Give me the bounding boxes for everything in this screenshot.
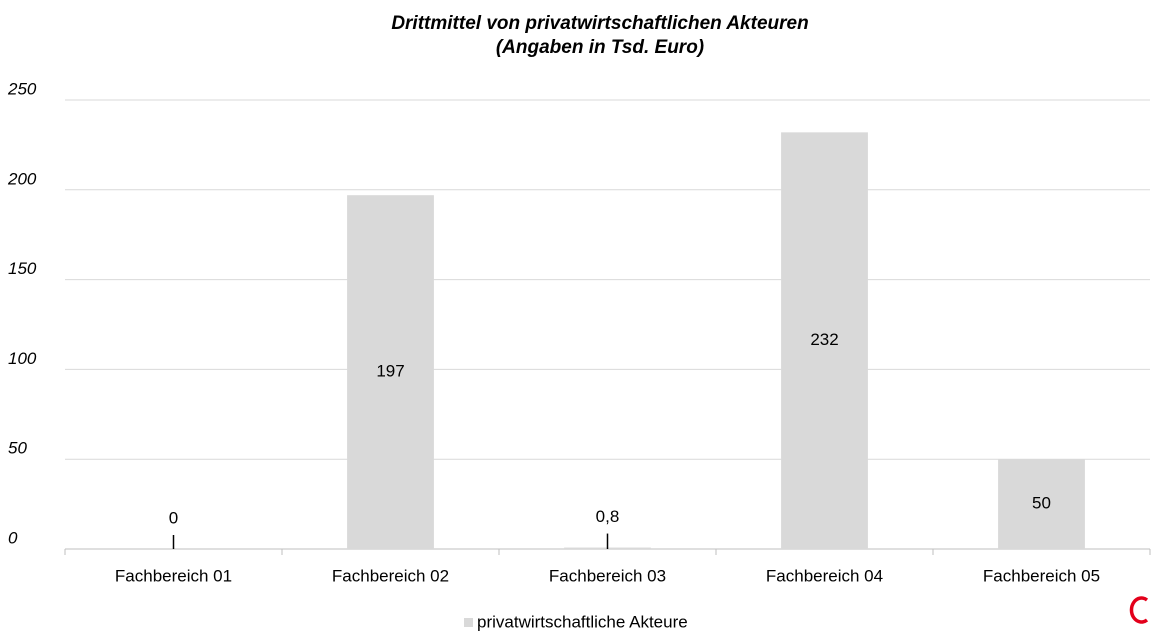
x-tick-label: Fachbereich 02 [332, 566, 449, 585]
data-label: 0 [169, 508, 178, 527]
bar [998, 459, 1085, 549]
x-tick-label: Fachbereich 04 [766, 566, 883, 585]
x-tick-label: Fachbereich 01 [115, 566, 232, 585]
x-tick-label: Fachbereich 05 [983, 566, 1100, 585]
logo [1129, 596, 1149, 624]
data-label: 197 [376, 362, 404, 381]
bar [781, 132, 868, 549]
y-tick-label: 200 [7, 169, 37, 188]
data-label: 50 [1032, 494, 1051, 513]
y-tick-label: 250 [7, 79, 37, 98]
chart-title: (Angaben in Tsd. Euro) [496, 37, 704, 58]
y-tick-label: 50 [8, 439, 27, 458]
y-tick-label: 150 [8, 259, 37, 278]
legend-marker [464, 618, 473, 627]
data-label: 0,8 [596, 507, 620, 526]
data-label: 232 [810, 330, 838, 349]
bar [347, 195, 434, 550]
chart-title: Drittmittel von privatwirtschaftlichen A… [391, 13, 808, 34]
y-tick-label: 100 [8, 349, 37, 368]
y-tick-label: 0 [8, 528, 18, 547]
x-tick-label: Fachbereich 03 [549, 566, 666, 585]
legend-label: privatwirtschaftliche Akteure [477, 612, 688, 631]
